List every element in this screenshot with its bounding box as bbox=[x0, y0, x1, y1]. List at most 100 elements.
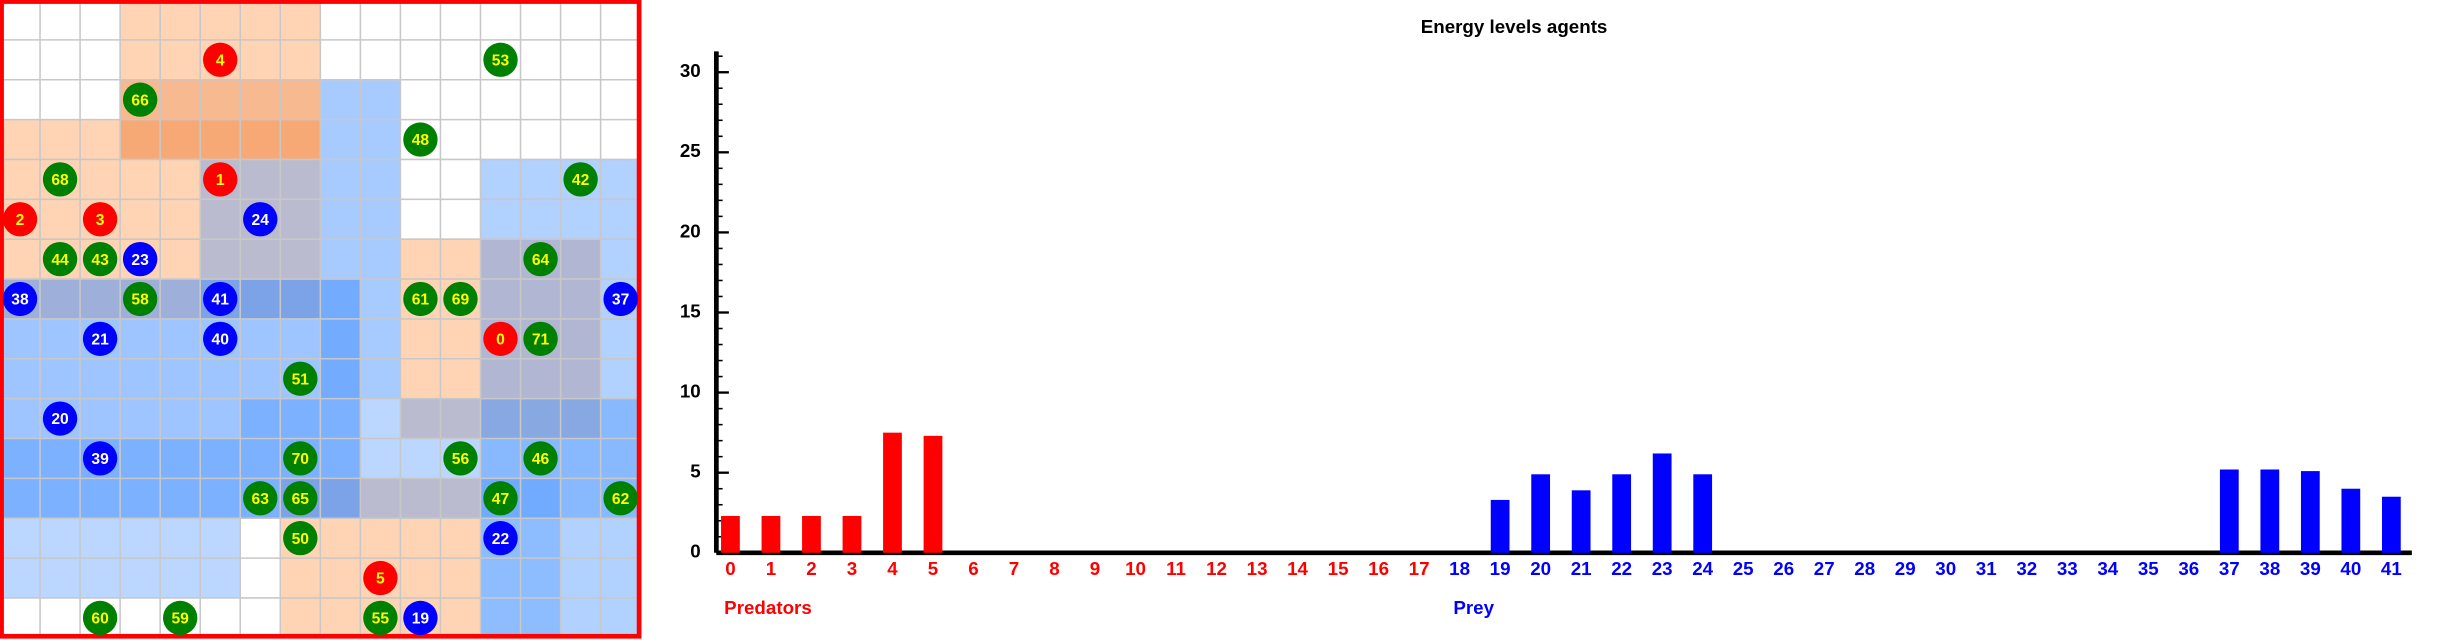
agent bbox=[203, 42, 238, 77]
x-tick-label: 31 bbox=[1976, 558, 1997, 579]
x-tick-label: 32 bbox=[2016, 558, 2037, 579]
x-tick-label: 35 bbox=[2138, 558, 2159, 579]
agent bbox=[82, 241, 118, 277]
y-tick-label: 5 bbox=[690, 461, 700, 482]
x-tick-label: 24 bbox=[1692, 558, 1713, 579]
agent bbox=[483, 42, 518, 77]
agent-label: 65 bbox=[292, 491, 310, 508]
legend-label: Prey bbox=[1453, 597, 1494, 618]
agent bbox=[443, 281, 478, 317]
x-tick-label: 40 bbox=[2340, 558, 2361, 579]
agent bbox=[82, 600, 118, 636]
agent bbox=[403, 281, 438, 317]
agent-label: 50 bbox=[292, 531, 310, 548]
y-tick-label: 10 bbox=[680, 381, 701, 402]
x-tick-label: 41 bbox=[2381, 558, 2402, 579]
agent-label: 71 bbox=[532, 332, 550, 349]
agent-label: 21 bbox=[91, 332, 109, 349]
x-tick-label: 20 bbox=[1530, 558, 1551, 579]
agent-label: 56 bbox=[452, 451, 470, 468]
agent bbox=[283, 521, 318, 556]
x-tick-label: 27 bbox=[1814, 558, 1835, 579]
agent bbox=[42, 401, 78, 436]
bar bbox=[2219, 469, 2239, 553]
agent-label: 69 bbox=[452, 292, 470, 309]
agent-label: 61 bbox=[412, 292, 430, 309]
bar bbox=[2381, 496, 2401, 553]
agent-label: 23 bbox=[131, 252, 149, 269]
agent bbox=[2, 202, 38, 237]
agent-label: 5 bbox=[376, 571, 385, 588]
bar bbox=[1693, 474, 1713, 553]
agent-label: 3 bbox=[96, 212, 105, 229]
agent-label: 20 bbox=[51, 411, 69, 428]
x-tick-label: 28 bbox=[1854, 558, 1875, 579]
x-tick-label: 8 bbox=[1049, 558, 1059, 579]
agent bbox=[523, 441, 558, 476]
agent bbox=[563, 162, 598, 197]
x-tick-label: 29 bbox=[1895, 558, 1916, 579]
agent bbox=[483, 521, 518, 556]
agent bbox=[203, 281, 238, 317]
legend-label: Predators bbox=[724, 597, 812, 618]
y-tick-label: 25 bbox=[680, 140, 701, 161]
bar bbox=[1531, 474, 1551, 553]
agent-label: 41 bbox=[212, 292, 230, 309]
bar bbox=[2260, 469, 2280, 553]
agent bbox=[82, 321, 118, 356]
bar bbox=[721, 515, 740, 553]
x-tick-label: 7 bbox=[1009, 558, 1019, 579]
x-tick-label: 15 bbox=[1328, 558, 1349, 579]
x-tick-label: 33 bbox=[2057, 558, 2078, 579]
agent bbox=[122, 82, 158, 117]
bar bbox=[842, 515, 862, 553]
agent-label: 53 bbox=[492, 52, 510, 69]
agent bbox=[122, 281, 158, 317]
x-tick-label: 30 bbox=[1935, 558, 1956, 579]
x-tick-label: 12 bbox=[1206, 558, 1227, 579]
x-tick-label: 1 bbox=[766, 558, 776, 579]
agent-label: 38 bbox=[11, 292, 29, 309]
agent bbox=[363, 600, 398, 636]
agent-label: 58 bbox=[131, 292, 149, 309]
y-tick-label: 30 bbox=[680, 60, 701, 81]
agent bbox=[403, 122, 438, 157]
agent bbox=[603, 281, 638, 317]
agent-label: 1 bbox=[216, 172, 225, 189]
agent-label: 63 bbox=[252, 491, 270, 508]
agent bbox=[283, 441, 318, 476]
x-tick-label: 10 bbox=[1125, 558, 1146, 579]
agent-label: 42 bbox=[572, 172, 590, 189]
agent bbox=[2, 281, 38, 317]
agent-label: 68 bbox=[51, 172, 69, 189]
x-tick-label: 13 bbox=[1247, 558, 1268, 579]
y-tick-label: 0 bbox=[690, 541, 700, 562]
agent-label: 22 bbox=[492, 531, 510, 548]
bar bbox=[2300, 471, 2320, 553]
x-tick-label: 9 bbox=[1090, 558, 1100, 579]
agent-label: 47 bbox=[492, 491, 509, 508]
bar bbox=[883, 432, 902, 553]
agent-label: 62 bbox=[612, 491, 630, 508]
agent bbox=[203, 321, 238, 356]
x-tick-label: 23 bbox=[1652, 558, 1673, 579]
agent bbox=[243, 481, 278, 516]
agent bbox=[483, 481, 518, 516]
x-tick-label: 39 bbox=[2300, 558, 2321, 579]
agent-label: 46 bbox=[532, 451, 550, 468]
agent-label: 37 bbox=[612, 292, 629, 309]
bar bbox=[1571, 490, 1591, 553]
agent-label: 44 bbox=[51, 252, 69, 269]
x-tick-label: 16 bbox=[1368, 558, 1389, 579]
bar bbox=[1490, 499, 1510, 553]
agent bbox=[82, 441, 118, 476]
agent bbox=[603, 481, 638, 516]
agent-label: 40 bbox=[212, 332, 230, 349]
agent bbox=[122, 241, 158, 277]
agent-label: 55 bbox=[372, 611, 390, 628]
agent bbox=[42, 241, 78, 277]
bar bbox=[1652, 453, 1672, 553]
